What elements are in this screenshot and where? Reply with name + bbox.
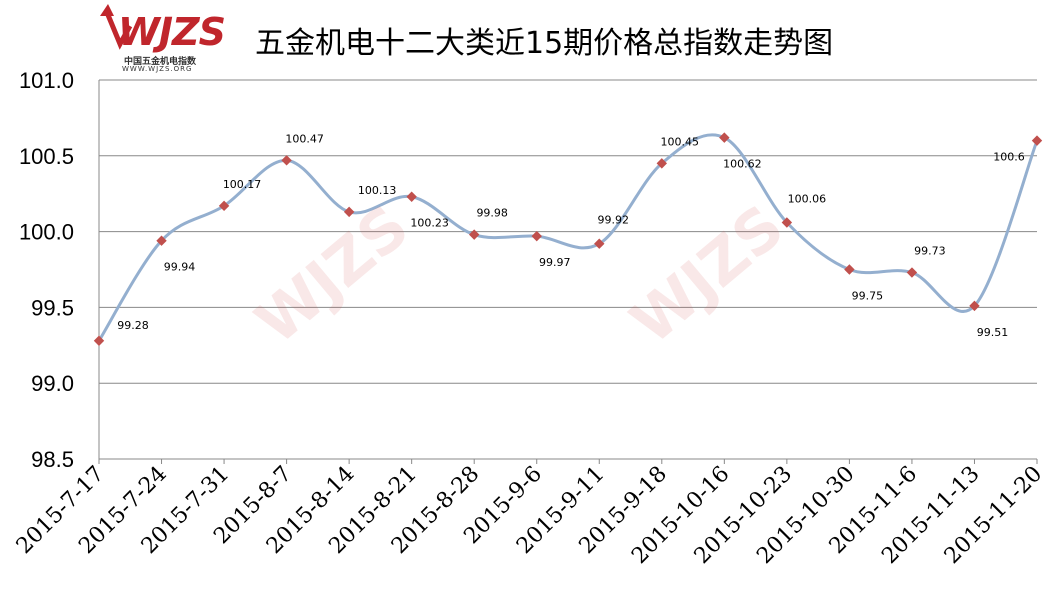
- data-label: 100.47: [285, 132, 324, 145]
- logo-arrow-icon: [100, 4, 133, 50]
- data-label: 99.28: [117, 319, 149, 332]
- data-label: 99.97: [539, 256, 571, 269]
- y-tick-label: 99.0: [31, 371, 74, 396]
- y-tick-label: 101.0: [19, 68, 74, 93]
- data-point: [594, 238, 605, 249]
- logo-subtitle: 中国五金机电指数: [124, 57, 197, 67]
- data-label: 99.94: [164, 261, 196, 274]
- series-line: [97, 133, 1039, 342]
- data-point: [218, 200, 230, 212]
- data-point: [719, 132, 730, 143]
- data-point: [906, 267, 918, 278]
- data-point: [656, 158, 668, 169]
- data-point: [969, 300, 980, 312]
- data-point: [531, 230, 542, 242]
- data-label: 100.6: [993, 151, 1025, 164]
- y-tick-label: 100.5: [19, 144, 74, 169]
- data-point: [844, 264, 855, 275]
- y-tick-label: 100.0: [19, 220, 74, 245]
- data-point: [343, 206, 355, 218]
- data-point: [156, 235, 167, 246]
- wjzs-logo: WJZS 中国五金机电指数 WWW.WJZS.ORG: [100, 4, 226, 74]
- logo-url: WWW.WJZS.ORG: [122, 65, 193, 73]
- data-label: 100.06: [788, 193, 827, 206]
- data-label: 99.51: [977, 326, 1009, 339]
- logo-mark: WJZS: [118, 10, 226, 54]
- data-point: [468, 229, 480, 240]
- data-label: 100.17: [223, 178, 262, 191]
- y-tick-label: 99.5: [31, 295, 74, 320]
- data-point: [406, 191, 417, 202]
- y-tick-label: 98.5: [31, 447, 74, 472]
- data-label: 100.23: [410, 217, 449, 230]
- data-label: 99.98: [476, 207, 508, 220]
- data-label: 100.45: [661, 135, 700, 148]
- data-point: [781, 217, 793, 228]
- data-point: [1031, 135, 1043, 146]
- data-label: 100.62: [723, 158, 762, 171]
- chart-title: 五金机电十二大类近15期价格总指数走势图: [255, 26, 834, 61]
- data-label: 100.13: [358, 184, 397, 197]
- data-label: 99.75: [852, 290, 884, 303]
- data-label: 99.73: [914, 245, 946, 258]
- data-point: [281, 155, 292, 166]
- data-point: [93, 335, 105, 346]
- data-label: 99.92: [598, 214, 630, 227]
